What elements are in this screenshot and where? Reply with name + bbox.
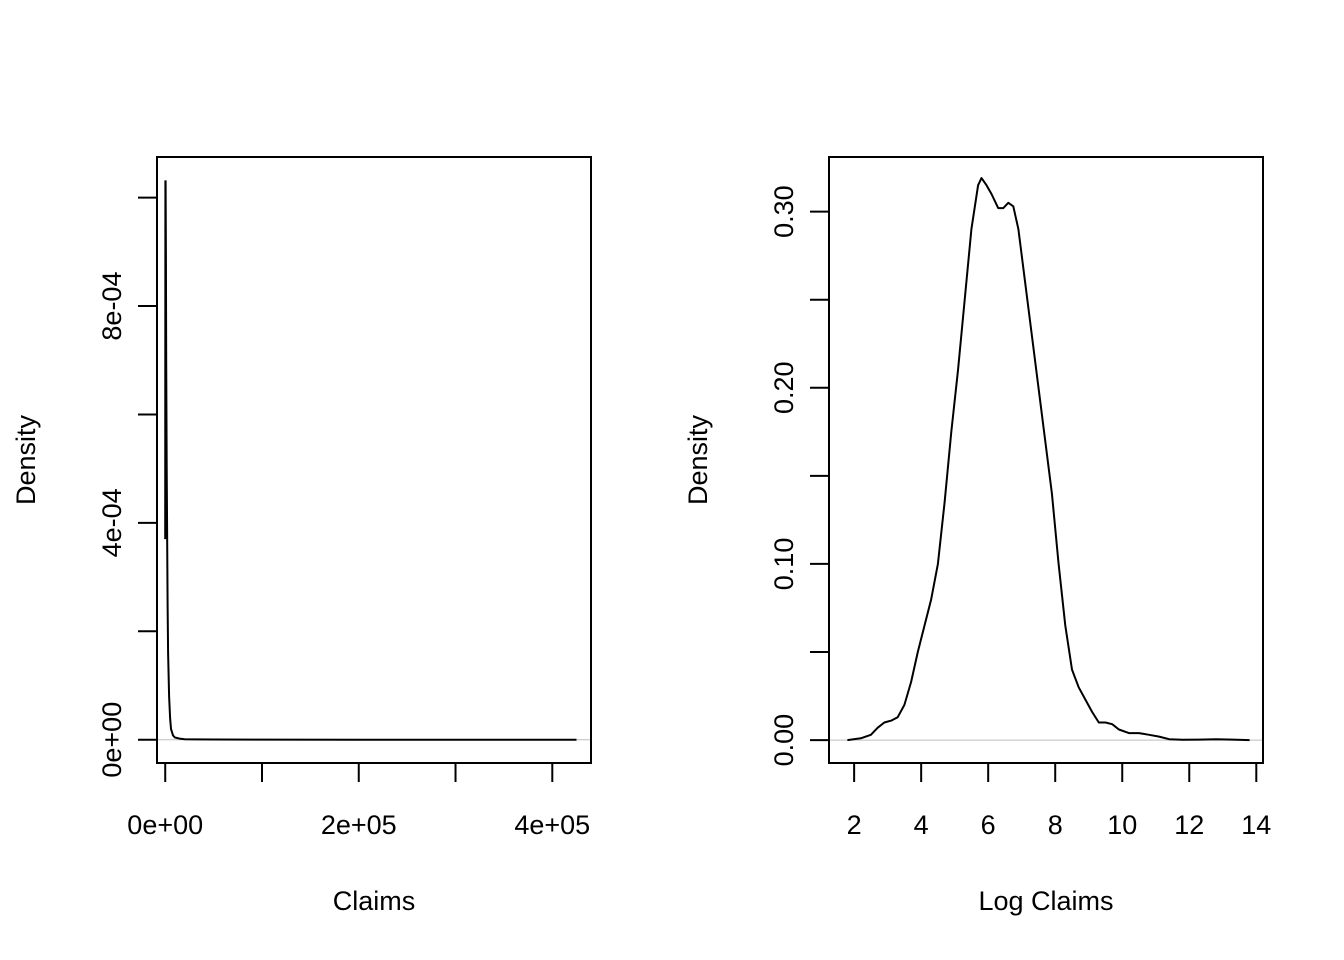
x-tick-label: 14 xyxy=(1241,810,1271,840)
log-claims-density-plot: 2 4 6 8 10 12 14 0.00 0.10 0.20 0.30 Log Claims D… xyxy=(683,156,1271,916)
y-tick-label: 0e+00 xyxy=(97,702,127,778)
x-axis: 0e+00 2e+05 4e+05 xyxy=(127,762,590,840)
y-axis-title: Density xyxy=(683,414,713,505)
x-axis-title: Claims xyxy=(333,886,416,916)
y-tick-label: 0.30 xyxy=(769,185,799,238)
density-curve xyxy=(164,180,577,741)
plot-frame xyxy=(828,156,1264,764)
y-tick-label: 0.20 xyxy=(769,361,799,414)
x-tick-label: 2 xyxy=(847,810,862,840)
x-tick-label: 0e+00 xyxy=(127,810,203,840)
x-axis: 2 4 6 8 10 12 14 xyxy=(847,762,1271,840)
x-tick-label: 4e+05 xyxy=(514,810,590,840)
x-tick-label: 6 xyxy=(981,810,996,840)
x-tick-label: 10 xyxy=(1107,810,1137,840)
y-axis-title: Density xyxy=(11,414,41,505)
y-axis: 0e+00 4e-04 8e-04 xyxy=(97,196,158,778)
y-axis: 0.00 0.10 0.20 0.30 xyxy=(769,185,830,767)
x-tick-label: 8 xyxy=(1048,810,1063,840)
x-tick-label: 4 xyxy=(914,810,929,840)
claims-density-plot: 0e+00 2e+05 4e+05 0e+00 4e-04 8e-04 Claims D… xyxy=(11,156,592,916)
y-tick-label: 0.10 xyxy=(769,538,799,591)
density-curve xyxy=(847,177,1250,742)
y-tick-label: 8e-04 xyxy=(97,272,127,341)
x-tick-label: 12 xyxy=(1174,810,1204,840)
y-tick-label: 4e-04 xyxy=(97,488,127,557)
y-tick-label: 0.00 xyxy=(769,714,799,767)
x-axis-title: Log Claims xyxy=(978,886,1113,916)
x-tick-label: 2e+05 xyxy=(321,810,397,840)
plot-frame xyxy=(156,156,592,764)
